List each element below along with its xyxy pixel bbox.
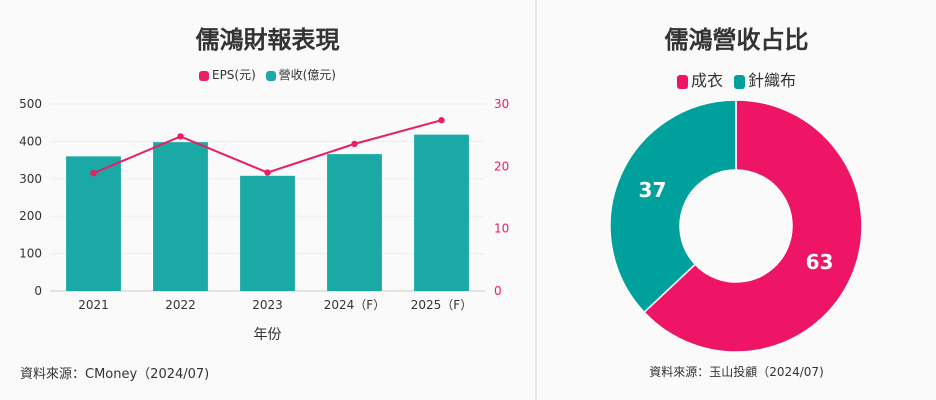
y2-tick-label: 0 (494, 284, 502, 298)
financial-chart-legend: EPS(元) 營收(億元) (0, 66, 535, 83)
donut-label-knit-fabric: 37 (639, 178, 667, 202)
y-tick-label: 300 (19, 172, 42, 186)
financial-chart-title: 儒鴻財報表現 (195, 26, 340, 54)
legend-label-eps: EPS(元) (211, 68, 256, 82)
y-tick-label: 200 (19, 209, 42, 223)
y2-tick-label: 30 (494, 97, 509, 111)
y-tick-label: 0 (34, 284, 42, 298)
eps-point[interactable] (177, 133, 184, 140)
revenue-share-panel: 儒鴻營收占比 成衣 針織布 63 37 資料來源：玉山投顧（2024/07) (537, 0, 936, 400)
eps-point[interactable] (264, 169, 271, 176)
financial-chart-plot: 0 100 200 300 400 500 0 10 20 30 2021 2022 2023 2024（… (19, 97, 509, 343)
x-tick-label: 2025（F） (411, 298, 472, 312)
y-tick-label: 500 (19, 97, 42, 111)
legend-swatch-knit-fabric (734, 74, 746, 89)
y-tick-label: 100 (19, 247, 42, 261)
eps-point[interactable] (90, 169, 97, 177)
donut-slice-knit-fabric[interactable] (609, 99, 737, 314)
y-tick-label: 400 (19, 134, 42, 148)
revenue-bar[interactable] (240, 175, 295, 291)
panel-divider (535, 0, 537, 400)
legend-label-knit-fabric: 針織布 (748, 71, 797, 90)
legend-item-revenue[interactable]: 營收(億元) (265, 66, 336, 83)
revenue-share-title: 儒鴻營收占比 (664, 26, 809, 54)
revenue-bar[interactable] (66, 156, 121, 291)
x-tick-label: 2022 (165, 298, 196, 312)
revenue-share-donut: 63 37 (609, 99, 863, 353)
donut-label-garment: 63 (806, 250, 834, 274)
legend-item-eps[interactable]: EPS(元) (198, 66, 256, 83)
y2-tick-label: 10 (494, 222, 509, 236)
legend-label-garment: 成衣 (690, 71, 723, 90)
x-axis-label: 年份 (254, 327, 282, 343)
revenue-bar[interactable] (327, 154, 382, 291)
y2-tick-label: 20 (494, 159, 509, 173)
x-tick-label: 2023 (252, 298, 283, 312)
x-tick-label: 2024（F） (324, 298, 385, 312)
legend-swatch-eps (198, 70, 209, 81)
revenue-bar[interactable] (414, 134, 469, 291)
eps-point[interactable] (438, 117, 445, 124)
legend-swatch-garment (676, 74, 688, 89)
x-tick-label: 2021 (78, 298, 109, 312)
financial-chart-panel: 儒鴻財報表現 EPS(元) 營收(億元) 0 100 200 300 400 500 0 10… (0, 26, 535, 382)
eps-point[interactable] (351, 140, 358, 148)
revenue-share-source: 資料來源：玉山投顧（2024/07) (649, 365, 824, 379)
donut-slice-garment[interactable] (643, 99, 863, 353)
legend-item-knit-fabric[interactable]: 針織布 (734, 67, 796, 91)
financial-chart-source: 資料來源：CMoney（2024/07) (20, 367, 210, 382)
legend-label-revenue: 營收(億元) (278, 68, 336, 82)
revenue-bar[interactable] (153, 142, 208, 291)
legend-item-garment[interactable]: 成衣 (676, 67, 723, 91)
revenue-share-legend: 成衣 針織布 (537, 67, 936, 91)
legend-swatch-revenue (265, 70, 276, 81)
eps-line (93, 119, 442, 175)
